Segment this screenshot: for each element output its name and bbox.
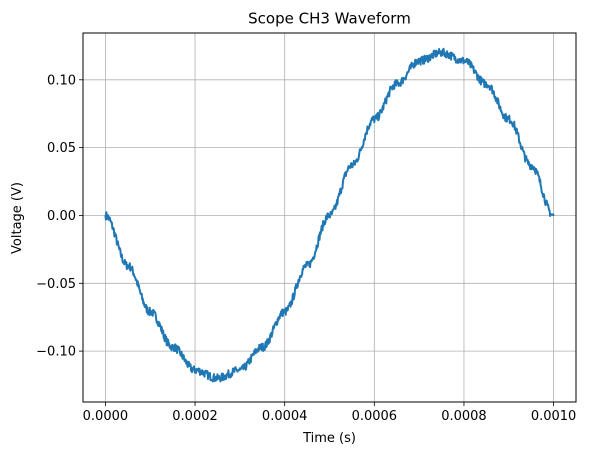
data-point: [194, 369, 196, 371]
data-point: [507, 118, 510, 120]
x-axis: 0.0000 0.0002 0.0004 0.0006 0.0008 0.0010: [83, 402, 577, 424]
data-point: [283, 310, 286, 313]
x-tick-label: 0.0010: [531, 409, 577, 424]
data-point: [373, 118, 376, 120]
y-tick-label: 0.00: [47, 209, 76, 224]
data-point: [530, 164, 532, 167]
x-tick-label: 0.0008: [441, 409, 487, 424]
plot-frame: [82, 32, 577, 403]
y-axis-label: Voltage (V): [10, 182, 25, 254]
data-point: [104, 214, 107, 217]
y-axis: −0.10 −0.05 0.00 0.05 0.10: [36, 73, 83, 360]
data-point: [395, 83, 398, 85]
x-tick-label: 0.0006: [352, 409, 398, 424]
series-line: [104, 47, 555, 383]
series-layer: [104, 47, 555, 383]
data-point: [216, 377, 219, 380]
chart-title: Scope CH3 Waveform: [248, 10, 411, 28]
y-tick-label: −0.05: [36, 277, 76, 292]
data-point: [306, 264, 308, 267]
data-point: [328, 214, 331, 217]
y-tick-label: −0.10: [36, 345, 76, 360]
data-point: [171, 346, 174, 348]
data-point: [552, 214, 555, 217]
x-tick-label: 0.0002: [172, 409, 218, 424]
data-point: [261, 346, 264, 348]
data-point: [463, 60, 465, 62]
data-point: [239, 369, 241, 371]
data-point: [418, 60, 420, 62]
data-point: [485, 83, 488, 85]
data-point: [351, 164, 353, 167]
y-tick-label: 0.10: [47, 73, 76, 88]
y-tick-label: 0.05: [47, 141, 76, 156]
x-axis-label: Time (s): [302, 431, 356, 446]
x-tick-label: 0.0004: [262, 409, 308, 424]
data-point: [127, 264, 129, 267]
x-tick-label: 0.0000: [83, 409, 129, 424]
data-point: [149, 310, 152, 313]
data-point: [440, 51, 443, 54]
